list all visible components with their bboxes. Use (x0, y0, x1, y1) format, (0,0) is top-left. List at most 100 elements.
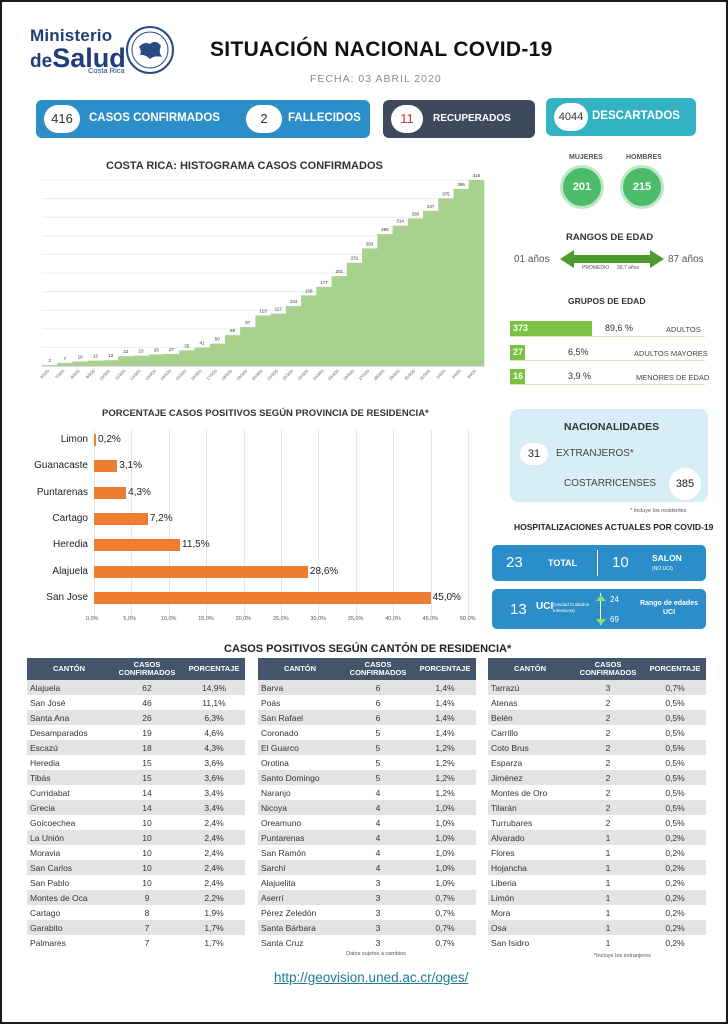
canton-cases: 19 (142, 727, 152, 738)
canton-name: Santa Cruz (261, 937, 304, 948)
province-x-tick: 10,0% (160, 616, 177, 622)
canton-percent: 0,2% (644, 890, 706, 905)
canton-name: Cartago (30, 907, 61, 918)
histogram-date-tick: 11/3/20 (114, 368, 127, 381)
province-label: Alajuela (52, 565, 88, 577)
canton-percent: 1,7% (183, 920, 245, 935)
canton-header-row: CANTÓN CASOS CONFIRMADOS PORCENTAJE (27, 658, 245, 680)
histogram-bar (224, 335, 241, 366)
canton-name: Nicoya (258, 800, 342, 815)
table-row: Santa Ana 26 6,3% (27, 710, 245, 725)
province-label: San Jose (46, 591, 88, 603)
histogram-bar (377, 234, 393, 366)
recovered-value: 11 (391, 105, 423, 133)
canton-percent: 0,5% (644, 800, 706, 815)
histogram-value-label: 263 (366, 241, 374, 246)
canton-name: Osa (488, 920, 572, 935)
histogram-date-tick: 25/3/20 (327, 368, 341, 382)
province-bar (94, 486, 127, 499)
confirmed-label: CASOS CONFIRMADOS (89, 112, 220, 124)
histogram-date-tick: 3/4/20 (466, 368, 478, 380)
histogram-bar (301, 295, 317, 366)
table-row: Montes de Oro 2 0,5% (488, 785, 706, 800)
table-row: Oreamuno 4 1,0% (258, 815, 476, 830)
histogram-chart: 26/3/2077/3/20108/3/20129/3/201310/3/202… (39, 173, 485, 382)
province-label: Limon (60, 434, 88, 445)
histogram-bar (209, 343, 226, 366)
canton-percent: 3,4% (183, 800, 245, 815)
canton-name: Desamparados (30, 727, 88, 738)
province-value-label: 0,2% (98, 434, 121, 445)
province-gridline (206, 430, 208, 616)
histogram-value-label: 22 (123, 349, 129, 354)
canton-cases: 1 (605, 877, 611, 888)
canton-percent: 0,5% (665, 697, 685, 708)
age-group-divider (510, 384, 705, 385)
histogram-value-label: 69 (230, 328, 236, 333)
table-row: San Rafael 6 1,4% (258, 710, 476, 725)
canton-cases: 1 (572, 890, 644, 905)
canton-cases: 8 (144, 907, 150, 918)
canton-percent: 2,4% (183, 830, 245, 845)
canton-name: Alvarado (488, 830, 572, 845)
canton-percent: 1,2% (435, 787, 455, 798)
canton-name: Curridabat (30, 787, 70, 798)
canton-cases: 7 (144, 937, 150, 948)
histogram-bar (163, 353, 180, 366)
histogram-date-tick: 8/3/20 (69, 368, 81, 380)
recovered-box: 11 RECUPERADOS (383, 100, 535, 138)
province-value-label: 28,6% (309, 565, 339, 577)
province-chart-title: PORCENTAJE CASOS POSITIVOS SEGÚN PROVINC… (102, 408, 429, 419)
histogram-bar (468, 180, 485, 366)
age-group-count: 27 (510, 345, 525, 360)
canton-percent: 1,4% (435, 697, 455, 708)
canton-header-cell: CASOS CONFIRMADOS (111, 658, 183, 680)
canton-header-cell: CANTÓN (27, 658, 111, 680)
canton-cases: 2 (605, 787, 611, 798)
source-link[interactable]: http://geovision.uned.ac.cr/oges/ (274, 970, 469, 985)
canton-name: Liberia (491, 877, 517, 888)
canton-percent: 0,2% (644, 830, 706, 845)
canton-percent: 0,5% (665, 817, 685, 828)
men-label: HOMBRES (626, 154, 662, 161)
canton-percent: 1,9% (204, 907, 224, 918)
canton-name: Sarchí (258, 860, 342, 875)
province-x-tick: 25,0% (273, 616, 289, 622)
province-bar (94, 591, 431, 604)
canton-name: Carrillo (491, 727, 518, 738)
canton-percent: 1,2% (414, 740, 476, 755)
canton-percent: 1,0% (435, 847, 455, 858)
histogram-value-label: 134 (290, 299, 298, 304)
canton-cases: 46 (142, 697, 152, 708)
canton-header-cell: CANTÓN (258, 658, 342, 680)
histogram-date-tick: 12/3/20 (129, 368, 143, 382)
table-row: Alajuela 62 14,9% (27, 680, 245, 695)
canton-name: Alajuela (27, 680, 111, 695)
table-row: Esparza 2 0,5% (488, 755, 706, 770)
discarded-label: DESCARTADOS (592, 110, 680, 122)
table-row: Escazú 18 4,3% (27, 740, 245, 755)
canton-percent: 2,4% (183, 860, 245, 875)
canton-cases: 2 (572, 770, 644, 785)
canton-table: CANTÓN CASOS CONFIRMADOS PORCENTAJE Barva 6 1… (258, 658, 476, 950)
canton-cases: 5 (342, 770, 414, 785)
deaths-value: 2 (246, 105, 282, 133)
table-row: El Guarco 5 1,2% (258, 740, 476, 755)
women-count: 201 (560, 165, 604, 209)
foreigners-note: *Incluye los extranjeros (594, 953, 651, 959)
province-gridline (318, 430, 320, 616)
canton-cases: 6 (342, 680, 414, 695)
histogram-bar (194, 347, 210, 366)
table-row: Garabito 7 1,7% (27, 920, 245, 935)
canton-cases: 4 (375, 787, 381, 798)
icu-sublabel: (Unidad Cuidados Intensivos) (553, 602, 590, 613)
age-group-count: 16 (510, 369, 525, 384)
canton-percent: 0,5% (665, 757, 685, 768)
table-row: San Ramón 4 1,0% (258, 845, 476, 860)
canton-name: Aserrí (258, 890, 342, 905)
canton-table: CANTÓN CASOS CONFIRMADOS PORCENTAJE Tarrazú… (488, 658, 706, 950)
histogram-value-label: 13 (108, 353, 114, 358)
histogram-date-tick: 2/4/20 (450, 368, 462, 380)
table-row: Osa 1 0,2% (488, 920, 706, 935)
age-group-divider (510, 360, 705, 361)
